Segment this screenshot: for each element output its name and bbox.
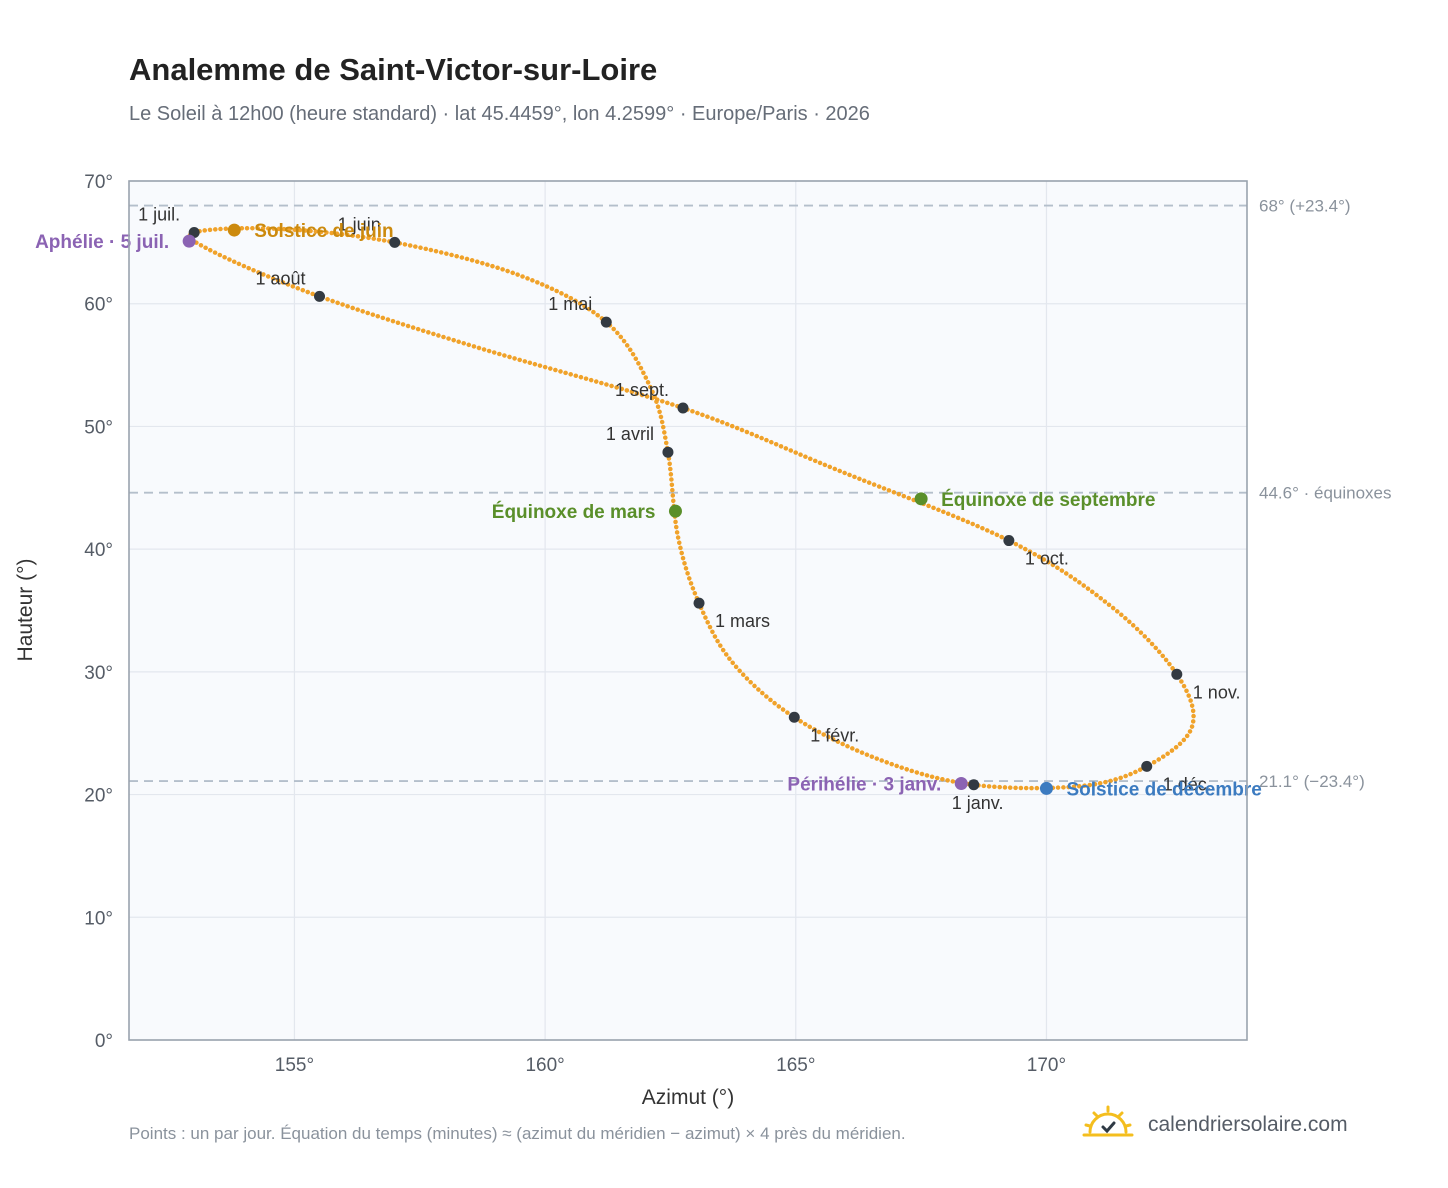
month-marker-label: 1 mars [715,611,770,631]
y-axis-label: Hauteur (°) [14,559,37,662]
event-label: Aphélie · 5 juil. [35,232,169,253]
reference-line-label: 68° (+23.4°) [1259,197,1351,216]
chart-title: Analemme de Saint-Victor-sur-Loire [129,52,658,87]
month-marker-label: 1 déc. [1163,774,1212,794]
month-marker [1141,760,1153,772]
sun-check-logo-icon [1082,1105,1134,1146]
month-markers: 1 janv. 1 févr. 1 mars 1 avril 1 mai 1 juin 1 … [138,205,1240,813]
reference-line-label: 44.6° · équinoxes [1259,484,1392,503]
event-marker [914,492,928,506]
y-tick-label: 50° [84,417,113,438]
event-label: Équinoxe de septembre [941,489,1155,511]
reference-lines: 68° (+23.4°) 44.6° · équinoxes 21.1° (−23.… [129,197,1392,791]
month-marker [677,402,689,414]
event-label: Solstice de décembre [1066,779,1261,800]
event-marker [668,504,682,518]
month-marker-label: 1 oct. [1025,549,1069,569]
month-marker [968,779,980,791]
event-marker [954,777,968,791]
month-marker-label: 1 juin [338,214,381,234]
month-marker [693,597,705,609]
month-marker [389,236,401,248]
month-marker-label: 1 févr. [810,725,859,745]
plot-background [129,181,1247,1040]
y-tick-label: 10° [84,908,113,929]
event-marker [182,234,196,248]
month-marker [1171,668,1183,680]
event-label: Périhélie · 3 janv. [787,775,941,796]
month-marker-label: 1 juil. [138,205,180,225]
x-tick-label: 160° [525,1055,564,1076]
y-tick-label: 30° [84,663,113,684]
axis-ticks: 0° 10° 20° 30° 40° 50° 60° 70° 155° 160° 165° 170° [84,172,1066,1076]
event-label: Solstice de juin [254,221,393,242]
month-marker-label: 1 janv. [952,793,1004,813]
brand[interactable]: calendriersolaire.com [1082,1104,1348,1146]
month-marker-label: 1 août [255,268,305,288]
y-tick-label: 20° [84,786,113,807]
footnote: Points : un par jour. Équation du temps … [129,1124,906,1143]
analemma-curve [187,225,1196,791]
brand-name: calendriersolaire.com [1148,1113,1348,1136]
y-tick-label: 40° [84,540,113,561]
event-marker [227,223,241,237]
event-marker [1039,781,1053,795]
event-label: Équinoxe de mars [492,501,656,523]
month-marker-label: 1 mai [548,294,592,314]
month-marker [314,290,326,302]
x-tick-label: 170° [1027,1055,1066,1076]
y-tick-label: 70° [84,172,113,193]
month-marker-label: 1 nov. [1193,682,1241,702]
plot-frame [128,180,1248,1041]
reference-line-label: 21.1° (−23.4°) [1259,772,1365,791]
month-marker [1003,535,1015,547]
event-annotations: Aphélie · 5 juil. Solstice de juin Équinox… [35,221,1262,800]
month-marker-label: 1 avril [606,424,654,444]
x-axis-label: Azimut (°) [642,1086,734,1109]
x-tick-label: 165° [776,1055,815,1076]
chart-subtitle: Le Soleil à 12h00 (heure standard) · lat… [129,103,870,125]
month-marker-label: 1 sept. [615,380,669,400]
month-marker [600,316,612,328]
y-tick-label: 0° [95,1031,113,1052]
month-marker [662,446,674,458]
y-tick-label: 60° [84,295,113,316]
x-tick-label: 155° [275,1055,314,1076]
month-marker [788,711,800,723]
